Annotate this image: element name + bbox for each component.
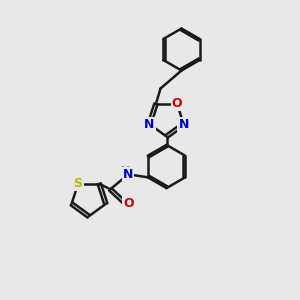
- Text: N: N: [123, 168, 134, 181]
- Text: O: O: [123, 197, 134, 210]
- Text: H: H: [121, 166, 130, 176]
- Text: S: S: [74, 177, 82, 190]
- Text: O: O: [172, 98, 182, 110]
- Text: N: N: [178, 118, 189, 130]
- Text: N: N: [144, 118, 154, 130]
